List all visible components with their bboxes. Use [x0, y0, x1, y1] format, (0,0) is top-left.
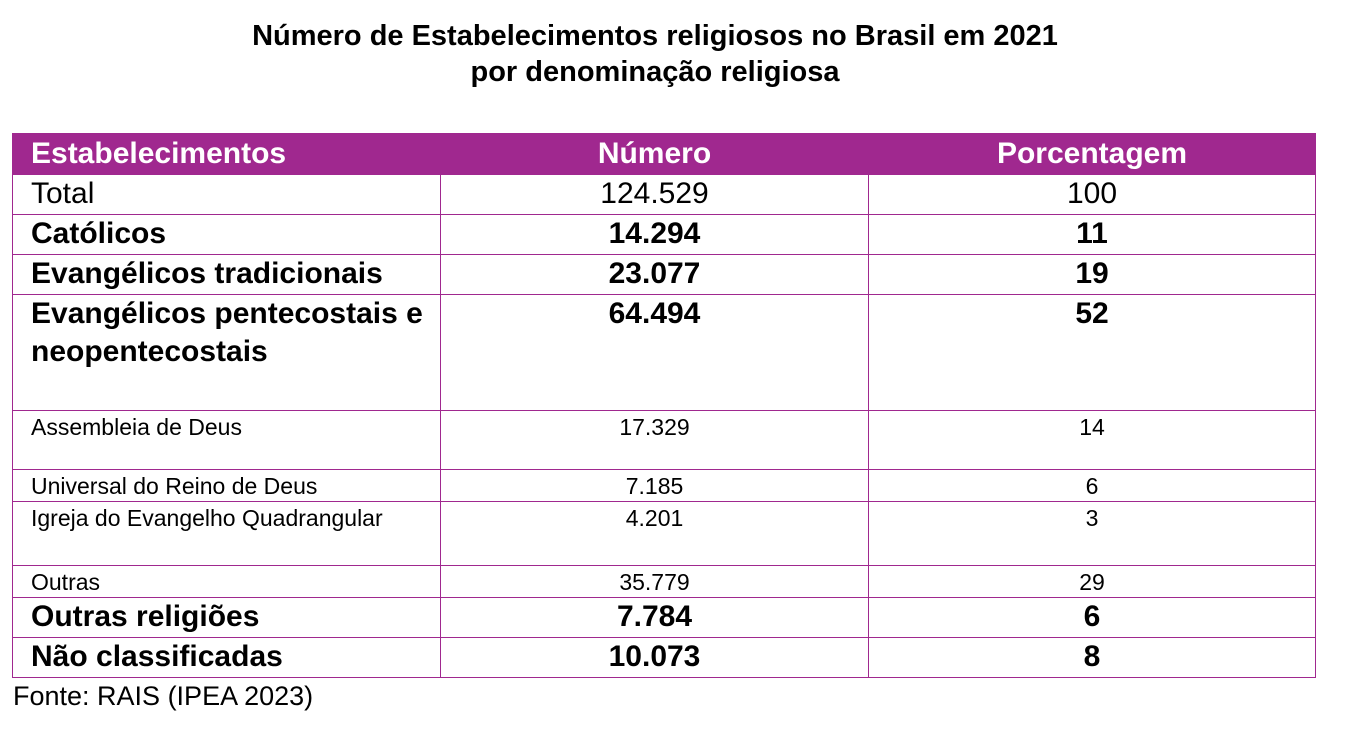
row-label: Total	[12, 174, 441, 215]
row-number: 7.185	[440, 469, 869, 502]
row-label: Evangélicos tradicionais	[12, 254, 441, 295]
row-label: Assembleia de Deus	[12, 410, 441, 470]
title-line-2: por denominação religiosa	[470, 56, 840, 88]
header-porcentagem: Porcentagem	[868, 133, 1316, 175]
row-number: 17.329	[440, 410, 869, 470]
row-label: Outras religiões	[12, 597, 441, 638]
row-percent: 29	[868, 565, 1316, 598]
table-row: Não classificadas 10.073 8	[12, 637, 1316, 678]
table-row: Universal do Reino de Deus 7.185 6	[12, 469, 1316, 502]
row-percent: 19	[868, 254, 1316, 295]
row-number: 10.073	[440, 637, 869, 678]
row-percent: 6	[868, 597, 1316, 638]
table-row: Evangélicos tradicionais 23.077 19	[12, 254, 1316, 295]
row-number: 64.494	[440, 294, 869, 411]
table-row: Igreja do Evangelho Quadrangular 4.201 3	[12, 501, 1316, 566]
row-label: Outras	[12, 565, 441, 598]
table-row: Assembleia de Deus 17.329 14	[12, 410, 1316, 470]
row-percent: 52	[868, 294, 1316, 411]
page-title: Número de Estabelecimentos religiosos no…	[0, 18, 1310, 90]
header-numero: Número	[440, 133, 869, 175]
row-number: 7.784	[440, 597, 869, 638]
table-row: Outras 35.779 29	[12, 565, 1316, 598]
row-number: 23.077	[440, 254, 869, 295]
data-table: Estabelecimentos Número Porcentagem Tota…	[12, 133, 1316, 678]
row-label: Igreja do Evangelho Quadrangular	[12, 501, 441, 566]
row-percent: 8	[868, 637, 1316, 678]
row-percent: 3	[868, 501, 1316, 566]
table-row: Evangélicos pentecostais e neopentecosta…	[12, 294, 1316, 411]
row-number: 14.294	[440, 214, 869, 255]
title-line-1: Número de Estabelecimentos religiosos no…	[252, 20, 1058, 52]
table-row: Total 124.529 100	[12, 174, 1316, 215]
source-note: Fonte: RAIS (IPEA 2023)	[13, 681, 314, 711]
row-percent: 6	[868, 469, 1316, 502]
table-row: Outras religiões 7.784 6	[12, 597, 1316, 638]
row-number: 35.779	[440, 565, 869, 598]
row-percent: 100	[868, 174, 1316, 215]
row-label: Universal do Reino de Deus	[12, 469, 441, 502]
row-number: 124.529	[440, 174, 869, 215]
row-label: Evangélicos pentecostais e neopentecosta…	[12, 294, 441, 411]
header-estabelecimentos: Estabelecimentos	[12, 133, 441, 175]
row-label: Católicos	[12, 214, 441, 255]
row-percent: 11	[868, 214, 1316, 255]
table-row: Católicos 14.294 11	[12, 214, 1316, 255]
row-label: Não classificadas	[12, 637, 441, 678]
row-number: 4.201	[440, 501, 869, 566]
row-percent: 14	[868, 410, 1316, 470]
table-header-row: Estabelecimentos Número Porcentagem	[12, 133, 1316, 175]
